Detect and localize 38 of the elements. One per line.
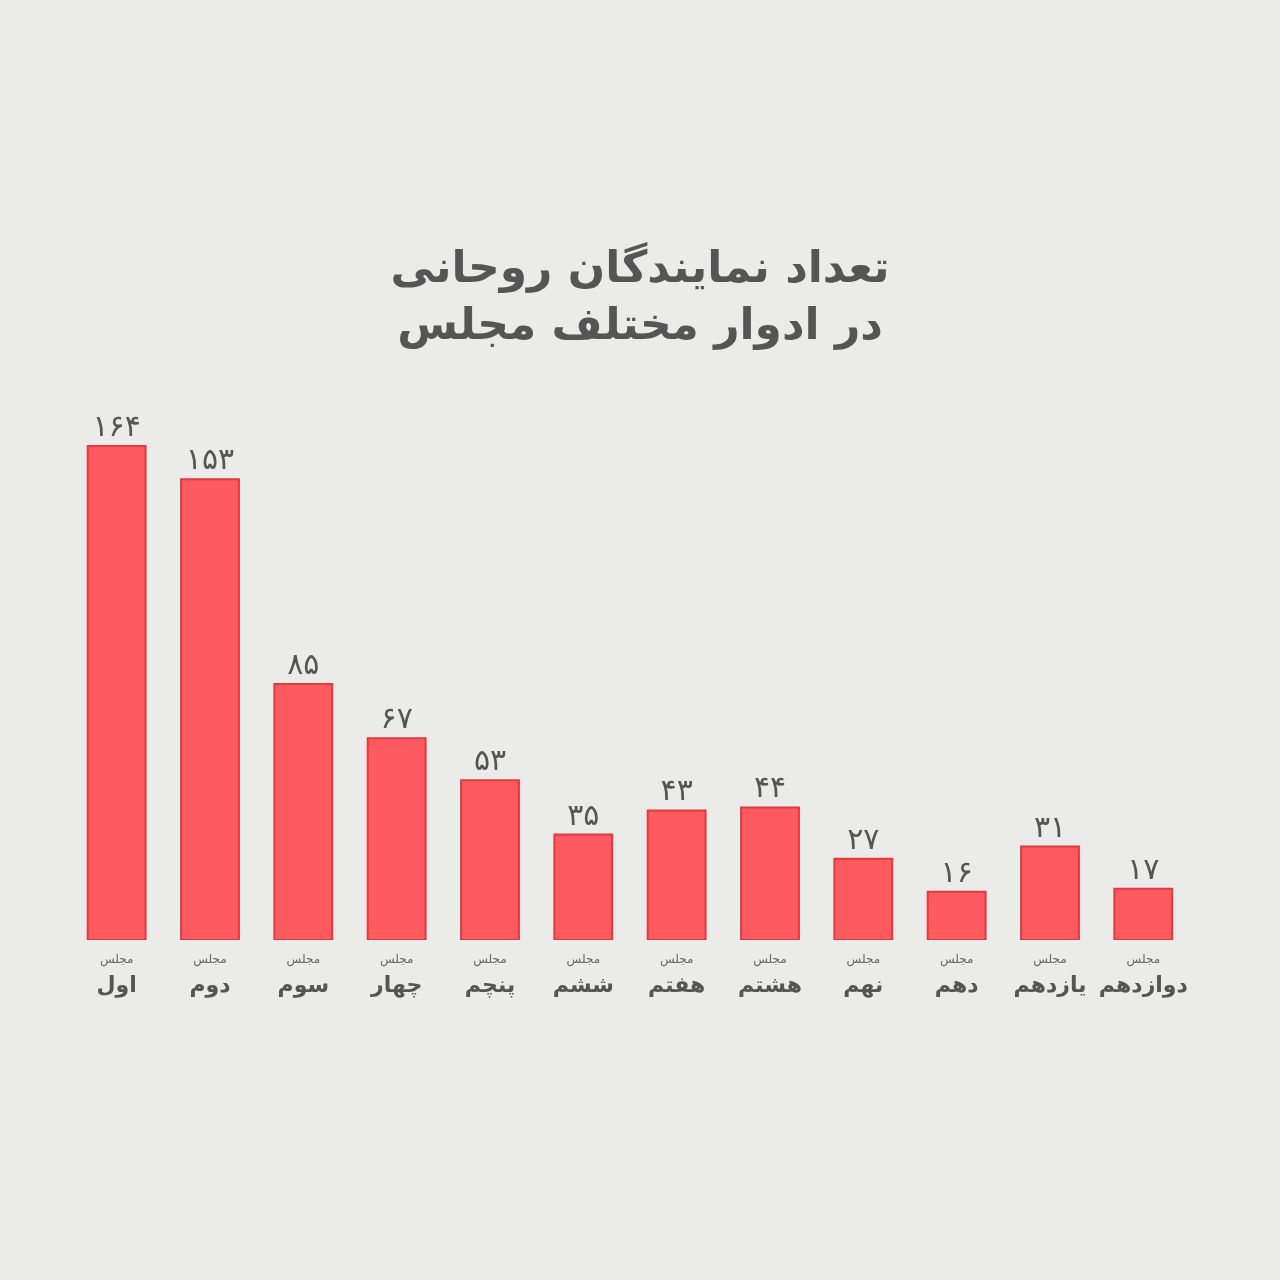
data-label: ۸۵ [287, 645, 320, 681]
chart-subtitle: در ادوار مختلف مجلس [397, 297, 883, 350]
bar [460, 779, 520, 940]
x-tick-label: مجلس اول [96, 952, 137, 998]
data-label: ۴۳ [660, 772, 693, 808]
x-tick-label: مجلس هشتم [738, 952, 802, 997]
data-label: ۵۳ [473, 742, 507, 778]
bar [553, 833, 614, 940]
data-label: ۱۵۳ [185, 441, 235, 477]
x-tick-label: مجلس سوم [277, 952, 330, 998]
data-label: ۳۵ [567, 796, 600, 832]
x-tick-label: مجلس دهم [934, 952, 979, 997]
data-label: ۶۷ [380, 700, 413, 736]
bar [86, 445, 147, 940]
x-tick-label: مجلس دوازدهم [1098, 952, 1188, 998]
data-label: ۱۷ [1127, 850, 1160, 886]
x-tick-label: مجلس ششم [552, 952, 614, 997]
x-tick-label: مجلس پنچم [464, 952, 516, 998]
bar [926, 890, 987, 940]
bar [180, 478, 240, 940]
bar [366, 737, 427, 940]
bar [740, 806, 800, 940]
x-tick-label: مجلس نهم [843, 952, 884, 998]
data-label: ۲۷ [847, 820, 880, 856]
x-tick-label: مجلس هفتم [648, 952, 706, 997]
data-label: ۳۱ [1033, 808, 1067, 844]
x-tick-label: مجلس چهار [370, 952, 423, 998]
bar [1113, 887, 1174, 940]
data-label: ۱۶ [940, 853, 973, 889]
data-label: ۴۴ [753, 769, 787, 805]
bar [273, 682, 334, 940]
bar [646, 809, 707, 940]
data-label: ۱۶۴ [92, 408, 141, 443]
bar [1020, 845, 1080, 940]
bar [833, 857, 894, 940]
chart-title: تعداد نمایندگان روحانی [390, 240, 890, 293]
x-tick-label: مجلس دوم [189, 952, 231, 998]
x-tick-label: مجلس یازدهم [1013, 952, 1087, 997]
